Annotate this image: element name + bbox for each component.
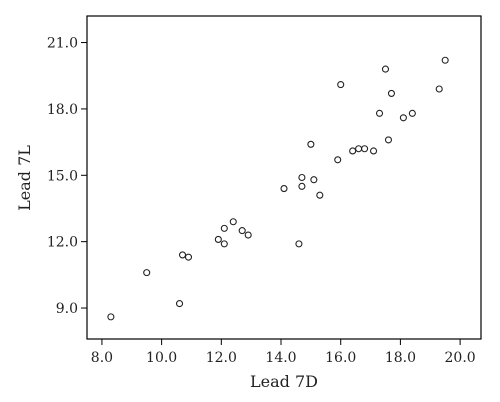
data-point: [298, 173, 306, 182]
data-point: [310, 176, 318, 184]
x-axis: 8.0 10.0 12.0 14.0 16.0 18.0 20.0: [91, 339, 476, 366]
x-tick-label: 18.0: [385, 350, 416, 366]
x-tick-label: 12.0: [206, 350, 237, 366]
data-point: [298, 182, 306, 190]
data-point: [361, 145, 369, 153]
y-tick-label: 15.0: [47, 168, 78, 184]
y-axis-title: Lead 7L: [15, 145, 34, 211]
data-point: [214, 235, 222, 243]
data-point: [143, 269, 151, 277]
data-point: [107, 313, 115, 321]
data-point: [220, 240, 228, 248]
data-point: [229, 218, 237, 226]
plot-frame: [86, 15, 482, 340]
x-tick-label: 16.0: [325, 350, 356, 366]
data-point: [334, 156, 342, 164]
y-tick-label: 21.0: [47, 36, 78, 52]
y-tick-label: 12.0: [47, 235, 78, 251]
data-point: [408, 109, 416, 117]
data-point: [244, 231, 252, 239]
data-point: [369, 147, 378, 155]
data-point: [441, 56, 449, 64]
data-point: [295, 240, 303, 248]
x-axis-title: Lead 7D: [250, 372, 318, 391]
y-axis: 9.0 12.0 15.0 18.0 21.0: [47, 36, 87, 317]
data-point: [387, 89, 396, 97]
plot-area: 8.0 10.0 12.0 14.0 16.0 18.0 20.0 9.0 12.0 15.0 1…: [47, 15, 482, 366]
data-point: [435, 85, 443, 93]
data-point: [384, 136, 393, 144]
data-point: [178, 251, 187, 259]
y-tick-label: 18.0: [47, 102, 78, 118]
data-point: [220, 224, 228, 232]
data-points: [107, 56, 449, 321]
x-tick-label: 8.0: [91, 350, 113, 366]
data-point: [238, 227, 246, 235]
x-tick-label: 14.0: [265, 350, 296, 366]
data-point: [381, 65, 390, 73]
data-point: [349, 147, 357, 155]
data-point: [280, 185, 288, 193]
data-point: [316, 191, 324, 199]
data-point: [184, 253, 193, 261]
y-tick-label: 9.0: [56, 301, 78, 317]
data-point: [375, 109, 384, 117]
data-point: [355, 145, 363, 153]
data-point: [337, 81, 345, 89]
data-point: [307, 140, 315, 148]
x-tick-label: 20.0: [445, 350, 476, 366]
data-point: [399, 114, 407, 122]
x-tick-label: 10.0: [146, 350, 177, 366]
data-point: [175, 300, 184, 308]
